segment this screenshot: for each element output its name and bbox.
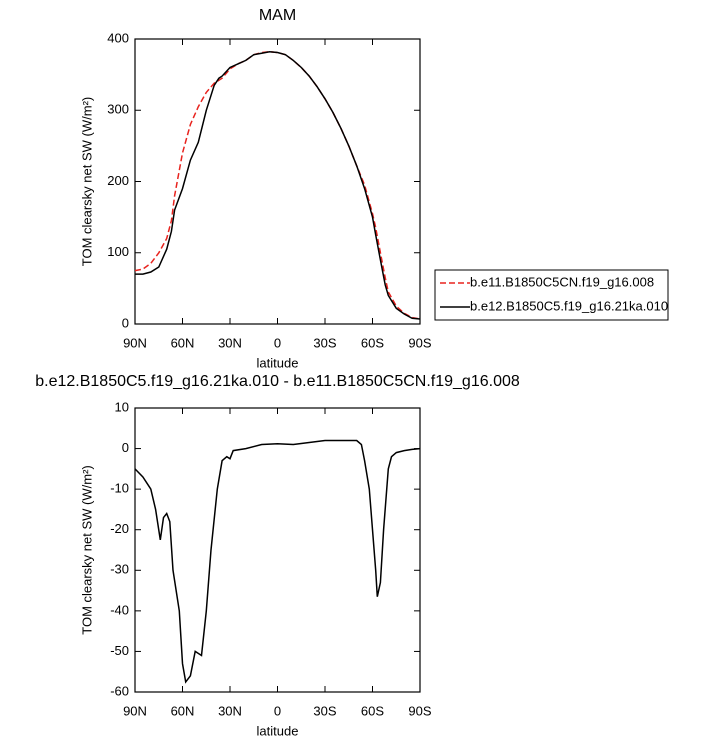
legend-label: b.e12.B1850C5.f19_g16.21ka.010 [470,298,668,313]
y-axis-label: TOM clearsky net SW (W/m²) [79,465,94,634]
y-tick-label: -10 [110,481,129,496]
y-tick-label: -40 [110,602,129,617]
y-tick-label: -20 [110,521,129,536]
x-tick-label: 90N [123,335,147,350]
x-tick-label: 30N [218,703,242,718]
x-tick-label: 30S [313,703,336,718]
y-axis-label: TOM clearsky net SW (W/m²) [79,97,94,266]
data-line [135,51,421,320]
x-axis-label: latitude [257,723,299,738]
y-tick-label: 400 [107,30,129,45]
x-tick-label: 60S [361,335,384,350]
x-tick-label: 30N [218,335,242,350]
y-tick-label: 10 [115,399,129,414]
chart-title: MAM [259,7,296,24]
x-tick-label: 0 [274,703,281,718]
x-tick-label: 90S [408,703,431,718]
data-line [134,439,421,684]
legend-label: b.e11.B1850C5CN.f19_g16.008 [470,274,654,289]
x-tick-label: 90N [123,703,147,718]
y-tick-label: 300 [107,102,129,117]
y-tick-label: 100 [107,244,129,259]
plot-frame [134,38,421,325]
y-tick-label: -30 [110,562,129,577]
x-tick-label: 60S [361,703,384,718]
y-tick-label: -50 [110,643,129,658]
x-tick-label: 60N [171,703,195,718]
chart-title: b.e12.B1850C5.f19_g16.21ka.010 - b.e11.B… [35,373,520,390]
y-tick-label: -60 [110,683,129,698]
x-tick-label: 30S [313,335,336,350]
data-line [134,51,421,320]
x-tick-label: 90S [408,335,431,350]
y-tick-label: 200 [107,173,129,188]
y-tick-label: 0 [122,440,129,455]
x-tick-label: 60N [171,335,195,350]
y-tick-label: 0 [122,315,129,330]
x-tick-label: 0 [274,335,281,350]
x-axis-label: latitude [257,355,299,370]
legend-box [434,269,669,321]
plot-frame [134,407,421,693]
